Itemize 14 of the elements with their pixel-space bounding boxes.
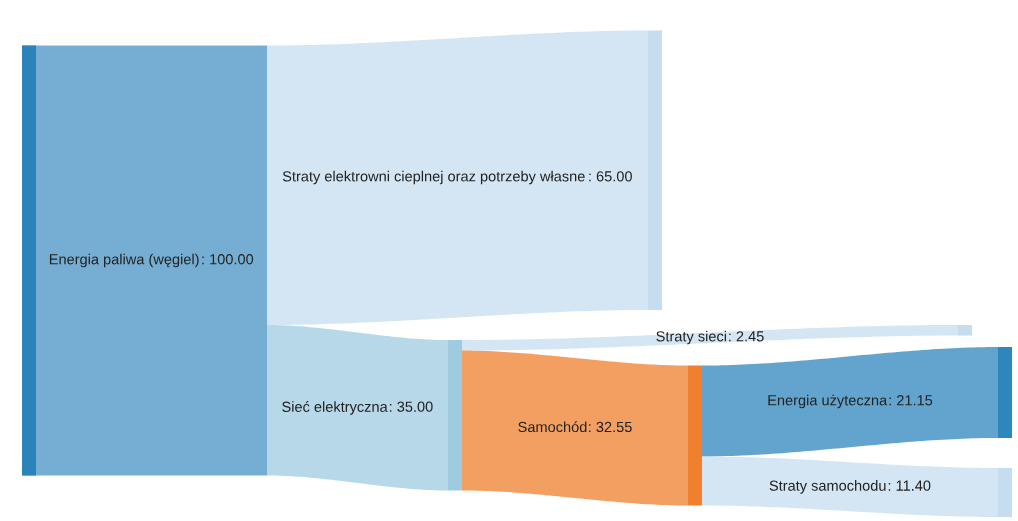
data-label: : 2.45	[729, 331, 764, 342]
data-label: : 32.55	[589, 421, 632, 433]
category-label: Energia użyteczna	[768, 394, 888, 409]
category-label: Straty elektrowni cieplnej oraz potrzeby własne	[282, 170, 585, 185]
data-label: : 35.00	[389, 401, 433, 412]
data-label: : 100.00	[202, 254, 254, 265]
category-label: Samochód	[518, 421, 587, 433]
category-label: Sieć elektryczna	[282, 401, 388, 415]
category-label: Energia paliwa (węgiel)	[49, 253, 199, 268]
category-label: Straty sieci	[656, 330, 727, 345]
category-label: Straty samochodu	[769, 480, 886, 494]
data-label: : 65.00	[589, 171, 632, 182]
data-label: : 21.15	[889, 395, 933, 406]
data-label: : 11.40	[888, 480, 931, 491]
